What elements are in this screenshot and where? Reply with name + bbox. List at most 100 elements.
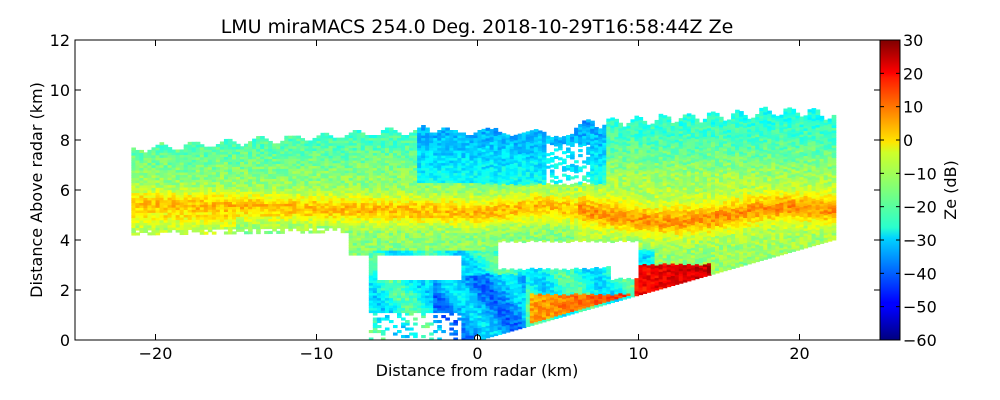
reflectivity-cell xyxy=(227,218,233,222)
reflectivity-cell xyxy=(236,166,241,170)
reflectivity-cell xyxy=(328,215,334,219)
reflectivity-cell xyxy=(191,161,197,165)
reflectivity-cell xyxy=(236,148,241,152)
reflectivity-cell xyxy=(195,219,201,223)
reflectivity-cell xyxy=(139,229,145,234)
reflectivity-cell xyxy=(376,317,382,321)
reflectivity-cell xyxy=(155,209,161,213)
reflectivity-cell xyxy=(272,195,277,199)
reflectivity-cell xyxy=(227,143,233,147)
reflectivity-cell xyxy=(236,188,241,192)
reflectivity-cell xyxy=(151,192,157,196)
reflectivity-cell xyxy=(143,197,149,201)
reflectivity-cell xyxy=(139,187,145,191)
reflectivity-cell xyxy=(276,168,281,172)
reflectivity-cell xyxy=(203,181,209,185)
reflectivity-cell xyxy=(236,186,241,190)
reflectivity-cell xyxy=(268,195,273,200)
reflectivity-cell xyxy=(276,150,281,154)
reflectivity-cell xyxy=(256,193,261,197)
reflectivity-cell xyxy=(356,190,362,194)
plot-area xyxy=(75,40,880,340)
reflectivity-cell xyxy=(328,195,334,199)
reflectivity-cell xyxy=(163,209,169,213)
reflectivity-cell xyxy=(155,199,161,203)
reflectivity-cell xyxy=(284,165,289,169)
reflectivity-cell xyxy=(151,232,157,236)
reflectivity-cell xyxy=(131,177,136,181)
reflectivity-cell xyxy=(292,195,297,199)
reflectivity-cell xyxy=(481,128,487,132)
reflectivity-cell xyxy=(308,225,314,229)
reflectivity-cell xyxy=(332,150,338,154)
reflectivity-cell xyxy=(171,212,177,216)
reflectivity-cell xyxy=(199,219,205,223)
reflectivity-cell xyxy=(203,151,209,155)
reflectivity-cell xyxy=(236,228,241,232)
reflectivity-cell xyxy=(276,178,281,182)
reflectivity-cell xyxy=(296,188,301,192)
reflectivity-cell xyxy=(183,219,189,223)
reflectivity-cell xyxy=(300,165,306,169)
reflectivity-cell xyxy=(151,172,157,176)
reflectivity-cell xyxy=(231,198,237,202)
reflectivity-cell xyxy=(264,178,269,182)
reflectivity-cell xyxy=(449,332,454,336)
reflectivity-cell xyxy=(231,208,237,212)
reflectivity-cell xyxy=(501,133,507,137)
reflectivity-cell xyxy=(280,193,285,197)
reflectivity-cell xyxy=(364,245,370,249)
reflectivity-cell xyxy=(227,176,233,180)
reflectivity-cell xyxy=(191,184,197,188)
reflectivity-cell xyxy=(195,154,201,158)
reflectivity-cell xyxy=(135,224,140,229)
reflectivity-cell xyxy=(195,214,201,218)
reflectivity-cell xyxy=(344,212,350,216)
reflectivity-cell xyxy=(280,220,285,224)
reflectivity-cell xyxy=(300,168,306,172)
reflectivity-cell xyxy=(223,146,229,150)
reflectivity-cell xyxy=(397,280,402,284)
reflectivity-cell xyxy=(155,222,161,226)
reflectivity-cell xyxy=(203,191,209,195)
reflectivity-cell xyxy=(223,163,229,168)
reflectivity-cell xyxy=(131,217,136,221)
reflectivity-cell xyxy=(167,194,173,198)
reflectivity-cell xyxy=(179,194,185,198)
reflectivity-cell xyxy=(191,144,197,148)
reflectivity-cell xyxy=(332,165,338,169)
reflectivity-cell xyxy=(248,218,253,222)
reflectivity-cell xyxy=(236,211,241,215)
reflectivity-cell xyxy=(215,196,221,200)
reflectivity-cell xyxy=(352,160,358,164)
reflectivity-cell xyxy=(356,147,362,151)
reflectivity-cell xyxy=(264,215,269,220)
reflectivity-cell xyxy=(135,204,140,209)
reflectivity-cell xyxy=(348,165,354,169)
reflectivity-cell xyxy=(344,222,350,226)
reflectivity-cell xyxy=(211,159,217,163)
reflectivity-cell xyxy=(139,184,145,189)
reflectivity-cell xyxy=(131,165,136,169)
reflectivity-cell xyxy=(288,218,293,222)
reflectivity-cell xyxy=(284,175,289,179)
reflectivity-cell xyxy=(135,202,140,206)
reflectivity-cell xyxy=(147,194,153,198)
reflectivity-cell xyxy=(163,162,169,166)
reflectivity-cell xyxy=(231,231,237,235)
reflectivity-cell xyxy=(147,159,153,163)
reflectivity-cell xyxy=(336,137,342,141)
reflectivity-cell xyxy=(179,154,185,158)
reflectivity-cell xyxy=(308,220,314,224)
reflectivity-cell xyxy=(300,183,306,187)
reflectivity-cell xyxy=(348,225,354,229)
reflectivity-cell xyxy=(179,221,185,226)
reflectivity-cell xyxy=(360,132,366,136)
reflectivity-cell xyxy=(312,145,318,149)
reflectivity-cell xyxy=(260,193,265,197)
reflectivity-cell xyxy=(179,229,185,233)
reflectivity-cell xyxy=(183,156,189,160)
reflectivity-cell xyxy=(300,220,306,224)
reflectivity-cell xyxy=(191,159,197,163)
reflectivity-cell xyxy=(207,166,213,170)
